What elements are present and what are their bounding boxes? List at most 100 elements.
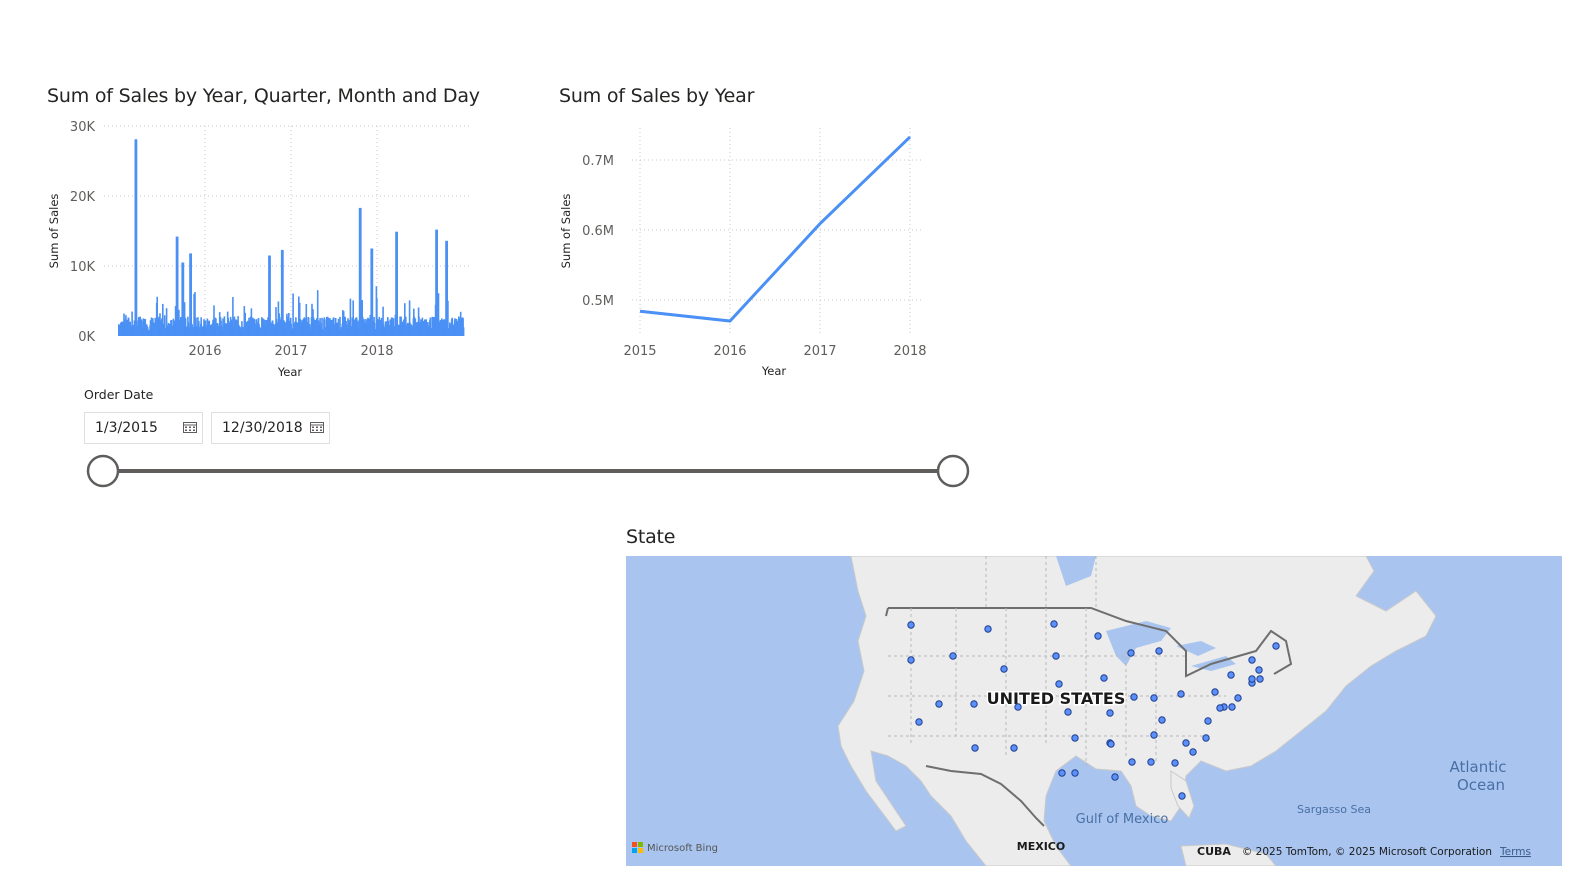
state-dot (1111, 773, 1119, 781)
state-dot (1106, 709, 1114, 717)
start-date-input[interactable]: 1/3/2015 (84, 412, 203, 444)
chart1-bar (327, 317, 330, 336)
chart2-ytick-0.7m: 0.7M (582, 154, 614, 169)
chart1-y-axis-title: Sum of Sales (47, 194, 61, 269)
chart1-bar (180, 317, 182, 336)
chart1-bar (326, 316, 329, 336)
chart1-bar (349, 298, 352, 336)
state-dot (1216, 704, 1224, 712)
chart1-bar (252, 317, 254, 336)
state-dot (971, 744, 979, 752)
slider-start-handle[interactable] (86, 454, 120, 488)
chart2-x-axis-title: Year (761, 364, 787, 378)
state-dot (1158, 716, 1166, 724)
map-label-ocean: Ocean (1457, 776, 1505, 794)
chart1-bar (152, 318, 154, 336)
chart1-bar (285, 322, 287, 336)
date-range-slider[interactable] (80, 450, 980, 492)
bing-logo-icon (632, 842, 643, 853)
chart1-bar (224, 323, 227, 336)
chart1-bar (222, 318, 224, 336)
chart1-peak-bar (175, 236, 179, 336)
chart1-bar (195, 317, 197, 336)
chart2-xtick-2017: 2017 (803, 344, 836, 359)
chart1-bar (362, 321, 364, 336)
chart1-bar (443, 319, 445, 336)
calendar-icon[interactable] (183, 421, 197, 433)
chart-title-sales-by-day: Sum of Sales by Year, Quarter, Month and… (47, 85, 480, 107)
chart2-xtick-2016: 2016 (713, 344, 746, 359)
chart1-bar (378, 316, 381, 336)
state-dot (1100, 674, 1108, 682)
chart1-bar (385, 325, 387, 336)
state-dot (1228, 703, 1236, 711)
state-dot (1182, 739, 1190, 747)
chart1-bar (156, 296, 158, 336)
chart1-bar (419, 322, 421, 336)
chart1-bar (437, 293, 440, 336)
chart1-bar (162, 303, 164, 336)
chart1-bar (418, 316, 420, 336)
chart1-bar (250, 308, 253, 336)
map-copyright: © 2025 TomTom, © 2025 Microsoft Corporat… (1242, 846, 1492, 858)
state-dot (1202, 734, 1210, 742)
chart1-bar (143, 319, 145, 336)
chart1-bar (454, 322, 457, 336)
map-label-sargasso: Sargasso Sea (1297, 803, 1371, 816)
chart1-bar (144, 319, 147, 336)
state-dot (1155, 647, 1163, 655)
map-brand: Microsoft Bing (647, 843, 718, 854)
state-dot (1010, 744, 1018, 752)
map-state-dots (907, 620, 1280, 800)
chart1-bar (429, 317, 432, 336)
chart1-bar (301, 320, 304, 336)
slider-end-handle[interactable] (936, 454, 970, 488)
chart2-ytick-0.5m: 0.5M (582, 294, 614, 309)
chart1-bar (345, 324, 348, 336)
chart-title-sales-by-year: Sum of Sales by Year (559, 85, 755, 107)
chart1-bar (376, 298, 378, 336)
chart1-bar (243, 306, 246, 336)
calendar-icon[interactable] (310, 421, 324, 433)
chart1-peak-bar (435, 229, 438, 336)
state-dot (1189, 748, 1197, 756)
chart1-bar (459, 318, 461, 336)
chart1-xtick-2017: 2017 (274, 344, 307, 359)
map-great-lakes (1106, 621, 1236, 671)
sales-by-year-chart[interactable]: 0.7M 0.6M 0.5M 2015 2016 2017 2018 Year … (552, 110, 942, 385)
state-dot (984, 625, 992, 633)
state-dot (1000, 665, 1008, 673)
chart1-bar (118, 325, 121, 336)
chart1-bar (323, 317, 326, 336)
chart1-ytick-0k: 0K (78, 330, 95, 345)
state-dot (970, 700, 978, 708)
chart2-ytick-0.6m: 0.6M (582, 224, 614, 239)
sales-by-day-chart[interactable]: 30K 20K 10K 0K 2016 2017 2018 Year Sum o… (40, 110, 490, 385)
map-land-cuba (1180, 843, 1277, 866)
chart1-bar (367, 317, 369, 336)
chart1-bar (223, 316, 226, 336)
map-land (837, 556, 1437, 866)
state-dot (1130, 693, 1138, 701)
chart1-bar (197, 317, 199, 336)
map-canvas[interactable]: UNITED STATES Gulf of Mexico Atlantic Oc… (626, 556, 1562, 866)
end-date-input[interactable]: 12/30/2018 (211, 412, 330, 444)
chart1-bar (299, 319, 302, 336)
start-date-value: 1/3/2015 (95, 420, 158, 436)
map-terms-link[interactable]: Terms (1499, 846, 1531, 858)
chart1-bar (161, 318, 163, 336)
state-dot (1177, 690, 1185, 698)
chart2-xtick-2015: 2015 (623, 344, 656, 359)
chart1-bar (316, 318, 318, 336)
map-us-border (885, 607, 1293, 827)
chart1-x-axis-title: Year (277, 365, 303, 379)
state-dot (1127, 649, 1135, 657)
chart1-bar (373, 323, 376, 336)
chart1-bar (232, 297, 234, 336)
chart1-bar (292, 293, 294, 336)
state-dot (1256, 675, 1264, 683)
state-map[interactable]: UNITED STATES Gulf of Mexico Atlantic Oc… (626, 556, 1562, 866)
state-dot (935, 700, 943, 708)
chart1-ytick-20k: 20K (70, 190, 96, 205)
chart1-bar (324, 327, 326, 336)
